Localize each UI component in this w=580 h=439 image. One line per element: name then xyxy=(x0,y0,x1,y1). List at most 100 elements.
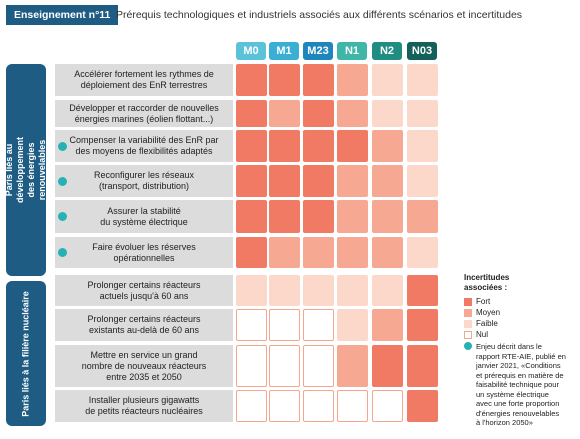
matrix-cell-moyen xyxy=(337,100,368,127)
matrix-cell-faible xyxy=(407,165,438,197)
matrix-cell-faible xyxy=(236,275,267,306)
group-label-nuclear: Paris liés à la filière nucléaire xyxy=(20,290,31,417)
legend-note: Enjeu décrit dans le rapport RTE-AIE, pu… xyxy=(476,342,566,427)
row-label-text: Faire évoluer les réserves opérationnell… xyxy=(92,241,196,263)
row-label-text: Reconfigurer les réseaux (transport, dis… xyxy=(93,170,195,191)
matrix-cell-fort xyxy=(236,64,267,96)
matrix-cell-fort xyxy=(303,100,334,127)
legend-swatch xyxy=(464,330,472,339)
matrix-cell-nul xyxy=(269,390,300,422)
legend-label: Fort xyxy=(476,297,491,306)
matrix-cell-nul xyxy=(236,345,267,387)
matrix-cell-fort xyxy=(236,165,267,197)
matrix-cell-moyen xyxy=(407,200,438,233)
matrix-cell-nul xyxy=(303,390,334,422)
row-label-text: Mettre en service un grand nombre de nou… xyxy=(81,349,207,382)
row-label: Compenser la variabilité des EnR par des… xyxy=(55,130,233,162)
group-tab-nuclear: Paris liés à la filière nucléaire xyxy=(6,281,46,426)
row-label-text: Compenser la variabilité des EnR par des… xyxy=(69,135,219,156)
matrix-cell-fort xyxy=(303,64,334,96)
column-header-n1: N1 xyxy=(337,42,367,60)
legend-swatch xyxy=(464,308,472,317)
note-dot-icon xyxy=(464,342,472,350)
matrix-cell-fort xyxy=(269,200,300,233)
matrix-cell-nul xyxy=(236,390,267,422)
matrix-cell-moyen xyxy=(337,165,368,197)
page-title: Prérequis technologiques et industriels … xyxy=(116,9,523,21)
matrix-cell-fort xyxy=(269,130,300,162)
legend-item-moyen: Moyen xyxy=(464,308,500,317)
matrix-cell-faible xyxy=(372,275,403,306)
teal-dot-icon xyxy=(58,248,67,257)
teal-dot-icon xyxy=(58,176,67,186)
matrix-cell-fort xyxy=(269,165,300,197)
column-header-m23: M23 xyxy=(303,42,333,60)
matrix-cell-faible xyxy=(407,130,438,162)
matrix-cell-faible xyxy=(337,275,368,306)
row-label: Installer plusieurs gigawatts de petits … xyxy=(55,390,233,422)
row-label: Faire évoluer les réserves opérationnell… xyxy=(55,237,233,268)
column-header-m1: M1 xyxy=(269,42,299,60)
legend-item-fort: Fort xyxy=(464,297,490,306)
matrix-cell-moyen xyxy=(303,237,334,268)
legend-label: Faible xyxy=(476,319,498,328)
row-label-text: Prolonger certains réacteurs actuels jus… xyxy=(87,279,201,301)
matrix-cell-fort xyxy=(303,165,334,197)
matrix-cell-moyen xyxy=(269,100,300,127)
matrix-cell-fort xyxy=(236,237,267,268)
row-label: Développer et raccorder de nouvelles éne… xyxy=(55,100,233,127)
matrix-cell-fort xyxy=(372,345,403,387)
matrix-cell-fort xyxy=(407,345,438,387)
matrix-cell-moyen xyxy=(372,130,403,162)
matrix-cell-fort xyxy=(407,275,438,306)
matrix-cell-faible xyxy=(372,64,403,96)
row-label: Accélérer fortement les rythmes de déplo… xyxy=(55,64,233,96)
legend-label: Moyen xyxy=(476,308,501,317)
legend-swatch xyxy=(464,319,472,328)
matrix-cell-nul xyxy=(372,390,403,422)
matrix-cell-nul xyxy=(337,390,368,422)
row-label-text: Installer plusieurs gigawatts de petits … xyxy=(85,395,203,416)
matrix-cell-fort xyxy=(337,130,368,162)
legend-item-faible: Faible xyxy=(464,319,498,328)
teal-dot-icon xyxy=(58,212,67,221)
row-label: Assurer la stabilité du système électriq… xyxy=(55,200,233,233)
matrix-cell-fort xyxy=(236,130,267,162)
matrix-cell-fort xyxy=(236,100,267,127)
row-label: Prolonger certains réacteurs existants a… xyxy=(55,309,233,341)
row-label-text: Accélérer fortement les rythmes de déplo… xyxy=(74,69,214,90)
legend-swatch xyxy=(464,297,472,306)
legend-item-nul: Nul xyxy=(464,330,488,339)
row-label: Reconfigurer les réseaux (transport, dis… xyxy=(55,165,233,197)
row-label: Prolonger certains réacteurs actuels jus… xyxy=(55,275,233,306)
matrix-cell-fort xyxy=(269,64,300,96)
matrix-cell-fort xyxy=(407,390,438,422)
matrix-cell-nul xyxy=(303,345,334,387)
matrix-cell-nul xyxy=(269,309,300,341)
matrix-cell-fort xyxy=(407,309,438,341)
column-header-n03: N03 xyxy=(407,42,437,60)
column-header-n2: N2 xyxy=(372,42,402,60)
matrix-cell-fort xyxy=(303,130,334,162)
matrix-cell-moyen xyxy=(372,309,403,341)
header-badge: Enseignement n°11 xyxy=(6,5,119,25)
matrix-cell-moyen xyxy=(337,237,368,268)
row-label-text: Assurer la stabilité du système électriq… xyxy=(100,205,188,227)
matrix-cell-moyen xyxy=(337,345,368,387)
group-tab-renewables: Paris liés au développement des énergies… xyxy=(4,64,47,276)
matrix-cell-moyen xyxy=(372,165,403,197)
matrix-cell-nul xyxy=(303,309,334,341)
matrix-cell-faible xyxy=(407,64,438,96)
matrix-cell-faible xyxy=(269,275,300,306)
column-header-m0: M0 xyxy=(236,42,266,60)
row-label-text: Développer et raccorder de nouvelles éne… xyxy=(69,102,219,124)
matrix-cell-moyen xyxy=(337,64,368,96)
matrix-cell-faible xyxy=(372,100,403,127)
matrix-cell-moyen xyxy=(372,237,403,268)
matrix-cell-faible xyxy=(303,275,334,306)
row-label-text: Prolonger certains réacteurs existants a… xyxy=(87,314,201,335)
group-label-renewables: Paris liés au développement des énergies… xyxy=(4,136,47,204)
matrix-cell-fort xyxy=(303,200,334,233)
teal-dot-icon xyxy=(58,141,67,151)
matrix-cell-faible xyxy=(407,237,438,268)
